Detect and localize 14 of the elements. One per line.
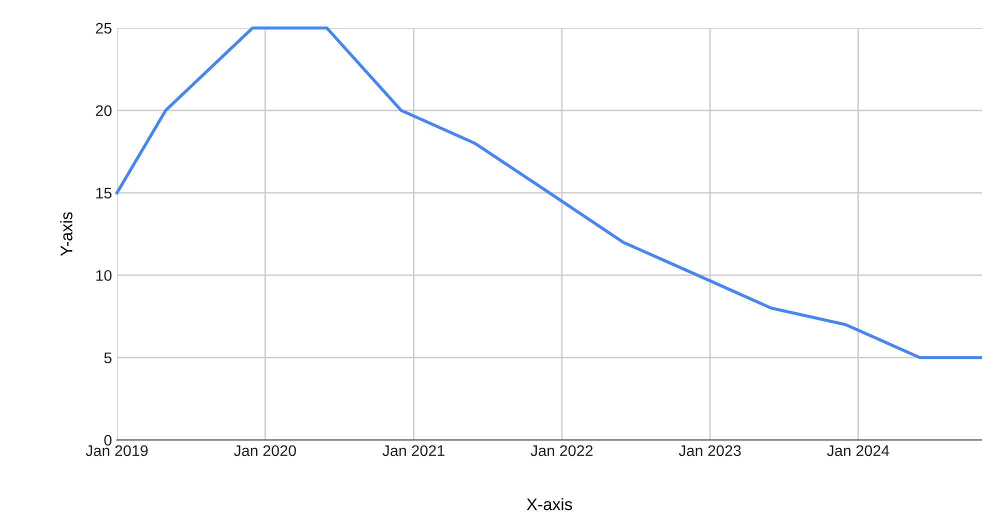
- x-tick-label: Jan 2022: [530, 445, 593, 456]
- y-tick-label: 10: [96, 270, 112, 281]
- y-tick-label: 25: [96, 22, 112, 34]
- y-axis-title: Y-axis: [60, 212, 72, 256]
- x-tick-label: Jan 2019: [86, 445, 148, 456]
- y-tick-label: 5: [104, 352, 112, 364]
- x-axis-title: X-axis: [526, 498, 572, 510]
- y-tick-label: 20: [96, 105, 112, 116]
- y-tick-label: 15: [96, 188, 112, 198]
- x-tick-label: Jan 2023: [678, 445, 741, 456]
- x-tick-label: Jan 2024: [827, 445, 890, 456]
- x-tick-label: Jan 2020: [234, 445, 296, 456]
- y-tick-label: 0: [104, 434, 112, 446]
- x-tick-label: Jan 2021: [382, 445, 444, 456]
